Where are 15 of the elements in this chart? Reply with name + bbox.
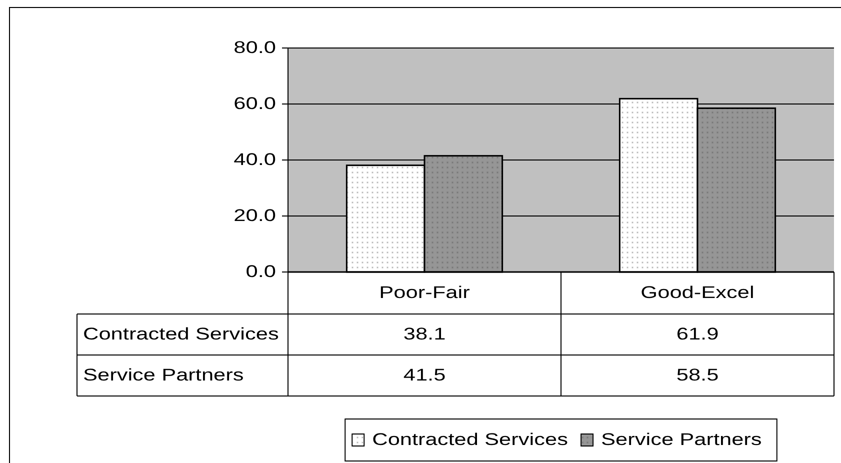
y-tick-label: 60.0	[234, 94, 276, 114]
data-label: 38.1	[403, 324, 446, 344]
text: Service Partners	[83, 366, 244, 386]
y-tick-label: 20.0	[234, 206, 276, 226]
y-tick-label: 40.0	[234, 150, 276, 170]
x-tick-label: Good-Excel	[640, 283, 754, 303]
data-label: 61.9	[676, 324, 719, 344]
legend-label: Service Partners	[601, 430, 762, 450]
x-tick-label: Poor-Fair	[379, 283, 470, 303]
y-tick-label: 0.0	[246, 262, 276, 282]
data-label: 58.5	[676, 366, 719, 386]
legend-label: Contracted Services	[372, 430, 568, 450]
data-label: 41.5	[403, 366, 446, 386]
text: Contracted Services	[83, 324, 279, 344]
y-tick-label: 80.0	[234, 38, 276, 58]
